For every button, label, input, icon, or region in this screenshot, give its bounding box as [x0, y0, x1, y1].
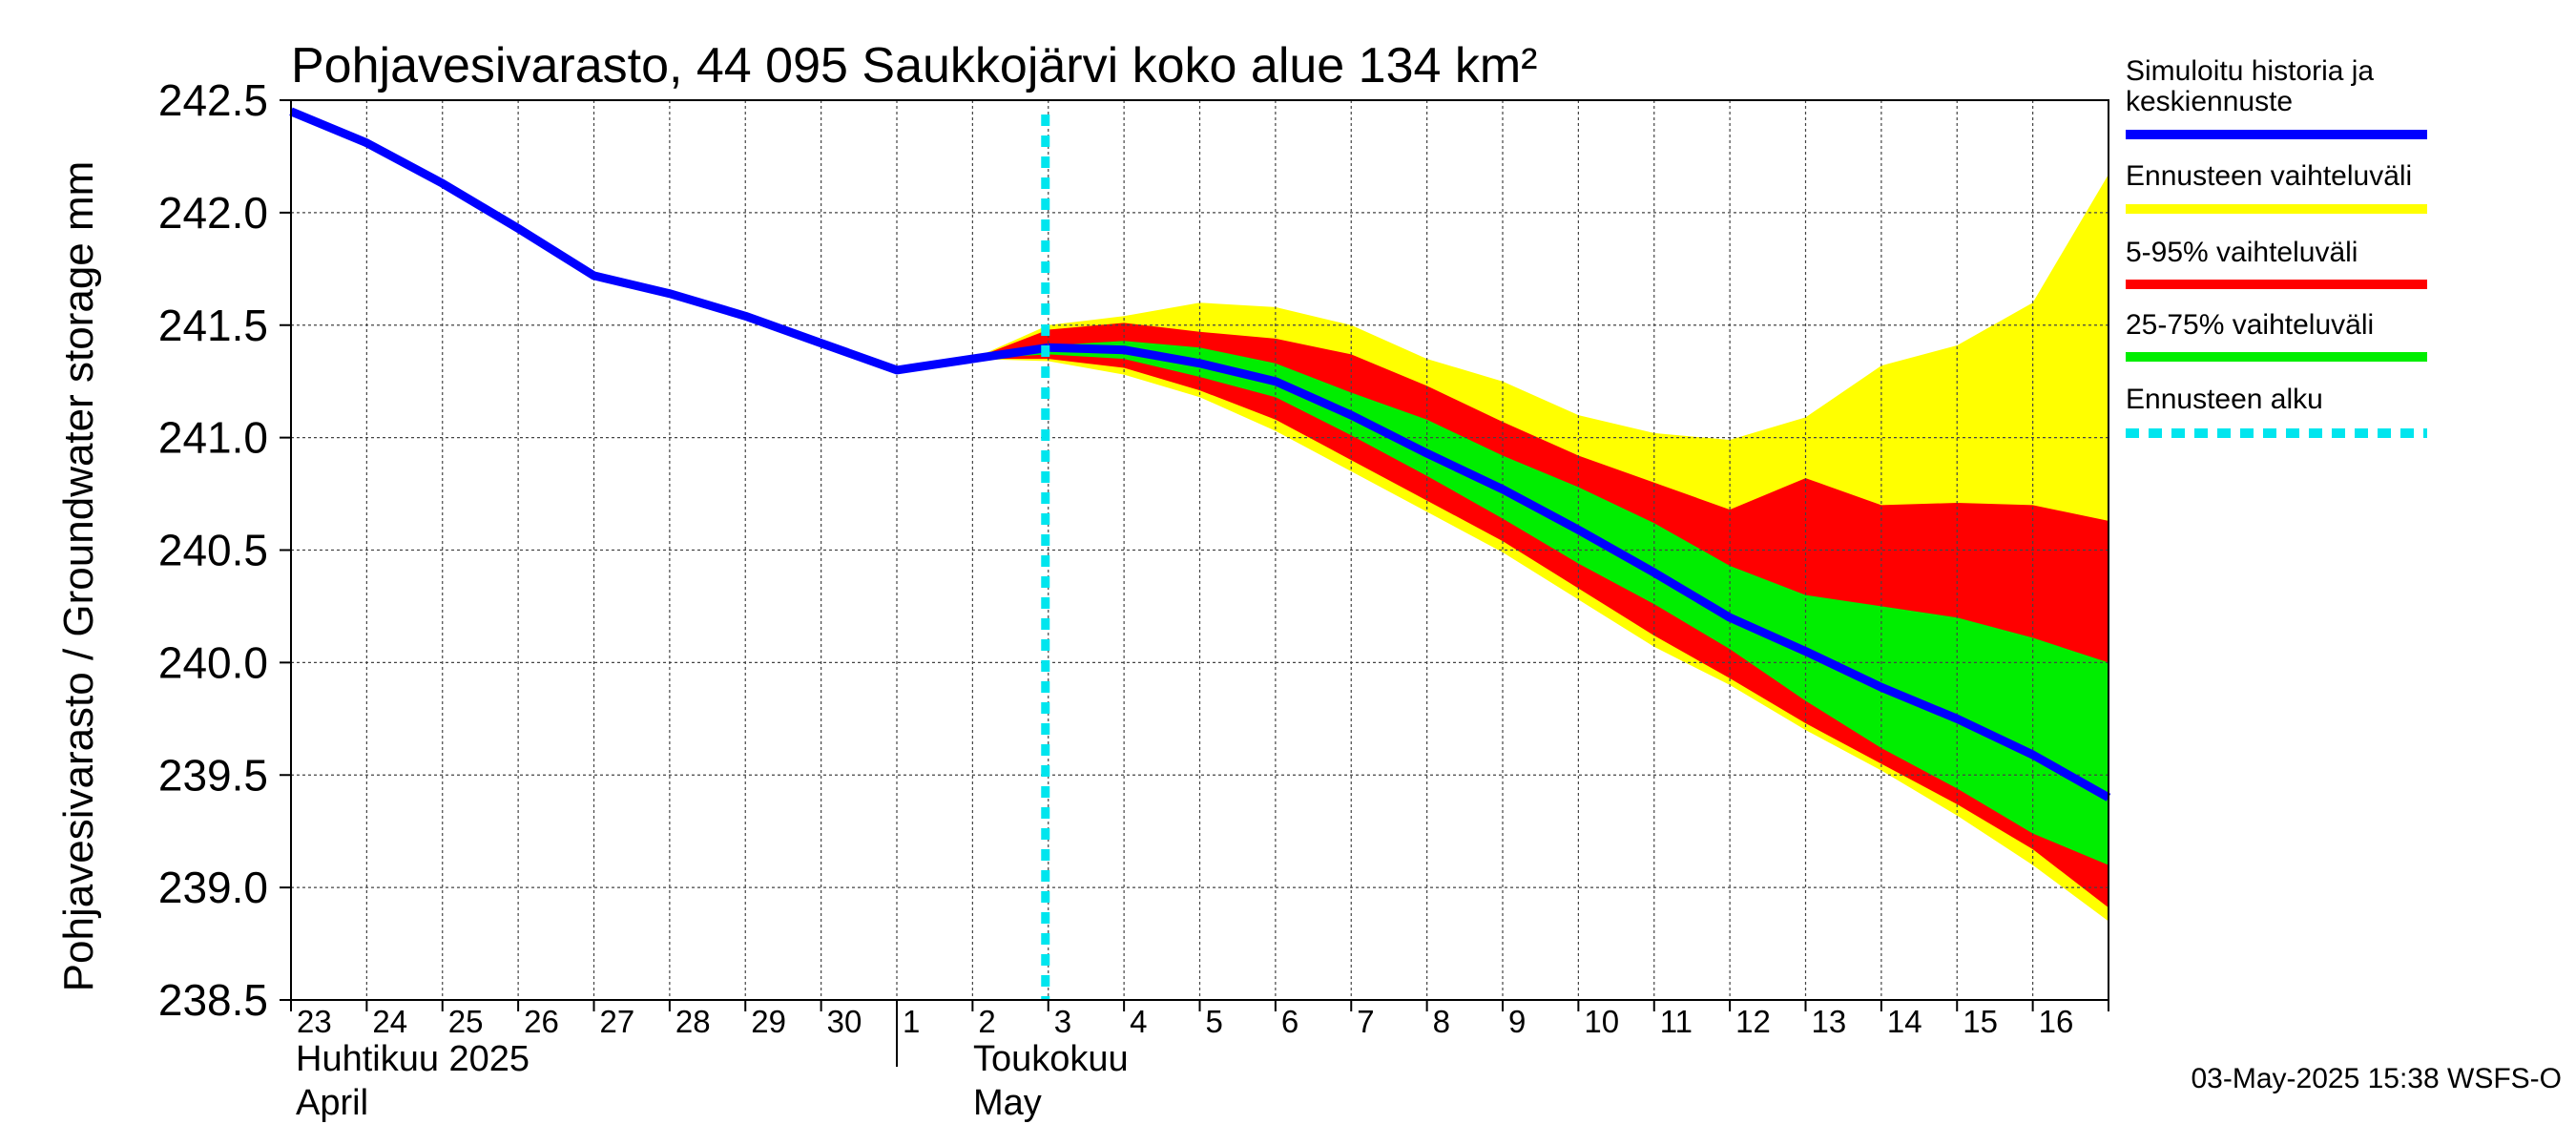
- y-tick-label: 242.5: [158, 75, 268, 125]
- legend-label: Simuloitu historia ja: [2126, 55, 2374, 87]
- legend-label: keskiennuste: [2126, 86, 2293, 117]
- x-axis-ticks: 23 24 25 26 27 28 29 30 1 2 3 4 5 6 7 8 9 10 11 12 13 14 15 16: [290, 1000, 2109, 1067]
- month-label-fi: Huhtikuu 2025: [296, 1039, 530, 1079]
- x-tick-label: 5: [1206, 1004, 1223, 1039]
- y-tick-label: 240.0: [158, 637, 268, 687]
- median-forecast-line: [1048, 343, 2111, 802]
- x-tick-label: 26: [524, 1004, 559, 1039]
- x-tick-label: 24: [372, 1004, 407, 1039]
- chart-title: Pohjavesivarasto, 44 095 Saukkojärvi kok…: [291, 38, 1538, 94]
- x-tick-label: 6: [1281, 1004, 1298, 1039]
- x-tick-label: 23: [297, 1004, 332, 1039]
- x-tick-label: 4: [1130, 1004, 1147, 1039]
- x-tick-label: 2: [978, 1004, 995, 1039]
- x-tick-label: 7: [1357, 1004, 1374, 1039]
- x-tick-label: 11: [1660, 1004, 1693, 1039]
- x-tick-label: 16: [2039, 1004, 2074, 1039]
- legend-label: 5-95% vaihteluväli: [2126, 237, 2358, 268]
- y-axis-ticks: 238.5 239.0 239.5 240.0 240.5 241.0 241.5 242.0…: [158, 75, 291, 1025]
- x-tick-label: 8: [1433, 1004, 1450, 1039]
- x-tick-label: 1: [903, 1004, 920, 1039]
- x-tick-label: 29: [751, 1004, 786, 1039]
- y-tick-label: 242.0: [158, 188, 268, 238]
- x-tick-label: 14: [1887, 1004, 1922, 1039]
- chart-series: [289, 107, 2111, 1000]
- y-tick-label: 241.5: [158, 301, 268, 350]
- x-tick-label: 13: [1812, 1004, 1847, 1039]
- month-label-fi: Toukokuu: [973, 1039, 1129, 1079]
- x-tick-label: 30: [827, 1004, 862, 1039]
- legend-label: Ennusteen alku: [2126, 384, 2323, 415]
- x-tick-label: 25: [448, 1004, 484, 1039]
- y-tick-label: 238.5: [158, 975, 268, 1025]
- legend-label: 25-75% vaihteluväli: [2126, 309, 2374, 341]
- month-label-en: April: [296, 1083, 368, 1123]
- chart-grid: [291, 100, 2109, 1000]
- x-tick-label: 27: [600, 1004, 635, 1039]
- forecast-bands: [972, 174, 2109, 922]
- x-tick-label: 15: [1963, 1004, 1998, 1039]
- x-tick-label: 9: [1508, 1004, 1526, 1039]
- y-tick-label: 241.0: [158, 413, 268, 463]
- x-tick-label: 3: [1054, 1004, 1071, 1039]
- y-tick-label: 239.0: [158, 863, 268, 912]
- history-line: [289, 107, 1049, 375]
- y-axis-label: Pohjavesivarasto / Groundwater storage m…: [55, 161, 102, 992]
- month-label-en: May: [973, 1083, 1042, 1123]
- x-tick-label: 12: [1735, 1004, 1771, 1039]
- x-tick-label: 10: [1584, 1004, 1619, 1039]
- y-tick-label: 240.5: [158, 526, 268, 575]
- legend-label: Ennusteen vaihteluväli: [2126, 160, 2412, 192]
- x-tick-label: 28: [675, 1004, 711, 1039]
- timestamp-footer: 03-May-2025 15:38 WSFS-O: [2192, 1063, 2563, 1094]
- y-tick-label: 239.5: [158, 750, 268, 800]
